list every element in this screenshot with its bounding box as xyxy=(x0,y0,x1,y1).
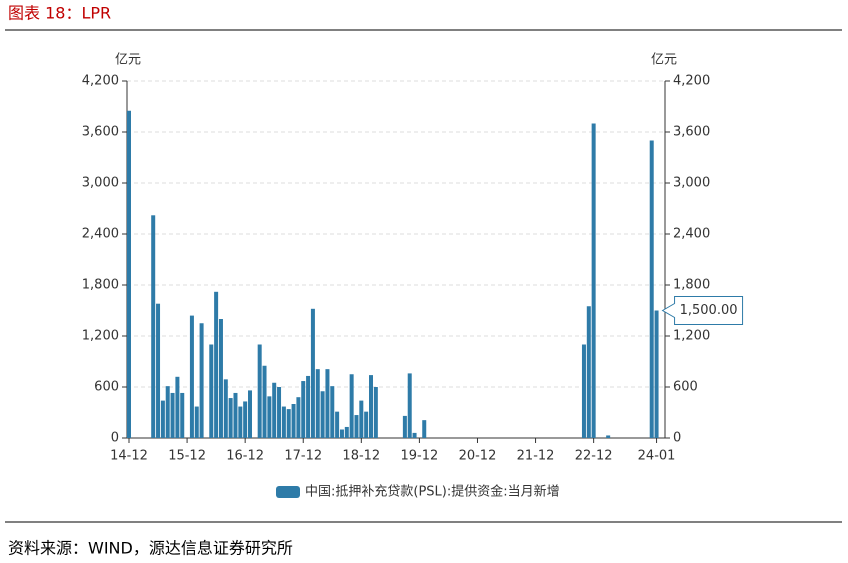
bar xyxy=(281,406,286,438)
bar xyxy=(233,392,238,438)
y2-tick-label: 0 xyxy=(673,431,681,446)
bar xyxy=(218,319,223,438)
legend-label: 中国:抵押补充贷款(PSL):提供资金:当月新增 xyxy=(305,484,560,500)
y-tick-label: 0 xyxy=(111,431,119,446)
bar xyxy=(412,432,417,438)
y-tick-label: 3,000 xyxy=(82,176,119,191)
bar xyxy=(199,323,204,438)
bar xyxy=(156,303,161,438)
bar xyxy=(369,375,373,438)
x-tick-label: 17-12 xyxy=(284,449,322,464)
bar xyxy=(310,308,315,438)
x-tick-label: 16-12 xyxy=(226,449,264,464)
bar xyxy=(402,415,407,438)
y2-tick-label: 2,400 xyxy=(673,227,710,242)
bar xyxy=(180,392,185,438)
bar xyxy=(209,344,214,438)
bar xyxy=(189,315,194,438)
bar xyxy=(170,392,175,438)
bar xyxy=(286,409,291,438)
bar xyxy=(407,373,412,438)
y-axis-label: 亿元 xyxy=(115,53,141,68)
bar xyxy=(214,291,219,438)
bar xyxy=(272,382,277,438)
x-tick-label: 22-12 xyxy=(575,449,613,464)
bar xyxy=(127,110,131,438)
y-tick-label: 2,400 xyxy=(82,227,119,242)
y2-tick-label: 1,200 xyxy=(673,329,710,344)
x-tick-label: 24-01 xyxy=(638,449,676,464)
bar xyxy=(349,374,354,438)
bar xyxy=(243,401,248,438)
bar xyxy=(586,306,591,438)
bar xyxy=(296,397,301,438)
value-label: 1,500.00 xyxy=(680,303,738,318)
bar xyxy=(320,391,325,438)
y-tick-label: 600 xyxy=(94,380,119,395)
bar xyxy=(344,426,349,438)
bar xyxy=(339,429,344,438)
bar xyxy=(277,387,282,438)
bar xyxy=(335,411,340,438)
bar xyxy=(228,398,233,438)
x-tick-label: 20-12 xyxy=(459,449,497,464)
bar xyxy=(257,344,262,438)
bar xyxy=(262,365,267,438)
y2-tick-label: 3,000 xyxy=(673,176,710,191)
bar xyxy=(591,123,596,438)
y2-tick-label: 1,800 xyxy=(673,278,710,293)
source-note: 资料来源：WIND，源达信息证券研究所 xyxy=(8,539,293,558)
bar xyxy=(654,310,659,438)
bar xyxy=(160,400,165,438)
y2-axis-label: 亿元 xyxy=(651,53,677,68)
legend-swatch xyxy=(276,486,300,498)
bar xyxy=(194,406,199,438)
bar xyxy=(267,396,272,438)
x-tick-label: 15-12 xyxy=(168,449,206,464)
value-label-box xyxy=(661,296,744,325)
bar xyxy=(165,386,170,438)
y-tick-label: 3,600 xyxy=(82,125,119,140)
bar xyxy=(364,411,369,438)
bar xyxy=(359,400,364,438)
bar xyxy=(301,381,306,438)
bar xyxy=(606,435,611,438)
bar xyxy=(422,420,427,438)
y-tick-label: 4,200 xyxy=(82,74,119,89)
y2-tick-label: 3,600 xyxy=(673,125,710,140)
bar xyxy=(291,404,296,438)
x-tick-label: 14-12 xyxy=(110,449,148,464)
bar xyxy=(581,344,586,438)
bar xyxy=(238,406,243,438)
bar xyxy=(649,140,654,438)
y-tick-label: 1,200 xyxy=(82,329,119,344)
y2-tick-label: 4,200 xyxy=(673,74,710,89)
x-tick-label: 18-12 xyxy=(342,449,380,464)
y-tick-label: 1,800 xyxy=(82,278,119,293)
bar xyxy=(306,375,311,438)
x-tick-label: 21-12 xyxy=(517,449,555,464)
bar xyxy=(325,369,330,438)
bar xyxy=(354,415,359,438)
y2-tick-label: 600 xyxy=(673,380,698,395)
bar xyxy=(248,390,252,438)
bar xyxy=(223,379,228,438)
bar xyxy=(315,369,320,438)
page-title: 图表 18：LPR xyxy=(8,4,111,23)
x-tick-label: 19-12 xyxy=(401,449,439,464)
bar xyxy=(373,387,378,438)
bar xyxy=(175,376,180,438)
bar xyxy=(330,386,335,438)
bar xyxy=(151,215,156,438)
